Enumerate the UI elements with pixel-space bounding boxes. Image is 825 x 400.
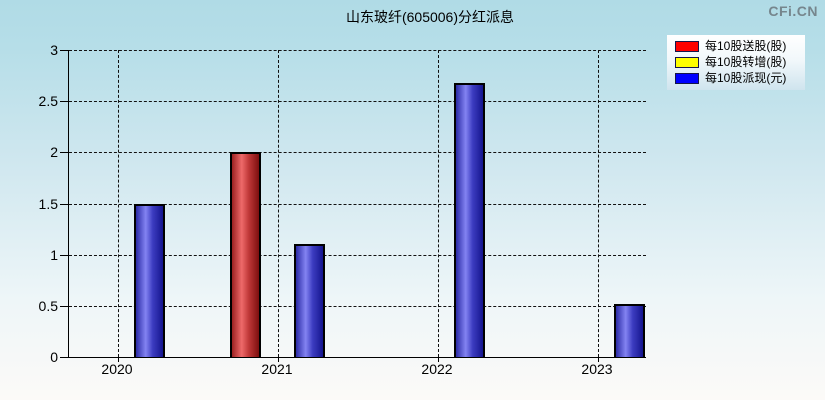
dividend-bar	[133, 203, 165, 357]
legend-swatch	[675, 56, 699, 68]
dividend-bar	[453, 82, 485, 357]
x-tick-mark	[438, 357, 439, 362]
x-axis-label: 2020	[101, 361, 133, 377]
y-tick-mark	[60, 101, 68, 103]
cfi-logo: CFi.CN	[768, 3, 818, 19]
y-axis-label: 1.5	[38, 195, 58, 212]
dividend-bar	[293, 244, 325, 357]
plot-area	[60, 50, 646, 362]
y-tick-mark	[60, 254, 68, 256]
y-tick-mark	[60, 357, 68, 358]
y-tick-mark	[60, 203, 68, 205]
x-axis-label: 2022	[421, 361, 453, 377]
x-axis-label: 2023	[581, 361, 613, 377]
legend-label: 每10股送股(股)	[705, 39, 787, 53]
y-axis-label: 3	[50, 42, 58, 58]
y-gridline	[69, 152, 646, 154]
y-gridline	[69, 203, 646, 205]
legend-swatch	[675, 40, 699, 52]
legend-item: 每10股派现(元)	[667, 70, 805, 86]
x-axis-label: 2021	[261, 361, 293, 377]
y-axis-label: 2	[50, 144, 58, 161]
y-axis-label: 2.5	[38, 93, 58, 110]
y-axis-label: 1	[50, 246, 58, 263]
y-gridline	[69, 50, 646, 51]
y-tick-mark	[60, 50, 68, 51]
legend-item: 每10股送股(股)	[667, 38, 805, 54]
dividend-bar	[613, 303, 645, 357]
legend-swatch	[675, 72, 699, 84]
x-tick-mark	[278, 357, 279, 362]
y-axis-label: 0	[50, 349, 58, 365]
y-axis-label: 0.5	[38, 297, 58, 314]
legend-label: 每10股转增(股)	[705, 55, 787, 69]
x-tick-mark	[598, 357, 599, 362]
chart-title: 山东玻纤(605006)分红派息	[345, 9, 515, 25]
dividend-bar	[229, 152, 261, 357]
legend-item: 每10股转增(股)	[667, 54, 805, 70]
y-gridline	[69, 254, 646, 256]
x-tick-mark	[118, 357, 119, 362]
legend-label: 每10股派现(元)	[705, 71, 787, 85]
y-tick-mark	[60, 152, 68, 154]
y-gridline	[69, 101, 646, 103]
legend: 每10股送股(股) 每10股转增(股) 每10股派现(元)	[667, 35, 805, 90]
y-gridline	[69, 305, 646, 307]
y-tick-mark	[60, 305, 68, 307]
